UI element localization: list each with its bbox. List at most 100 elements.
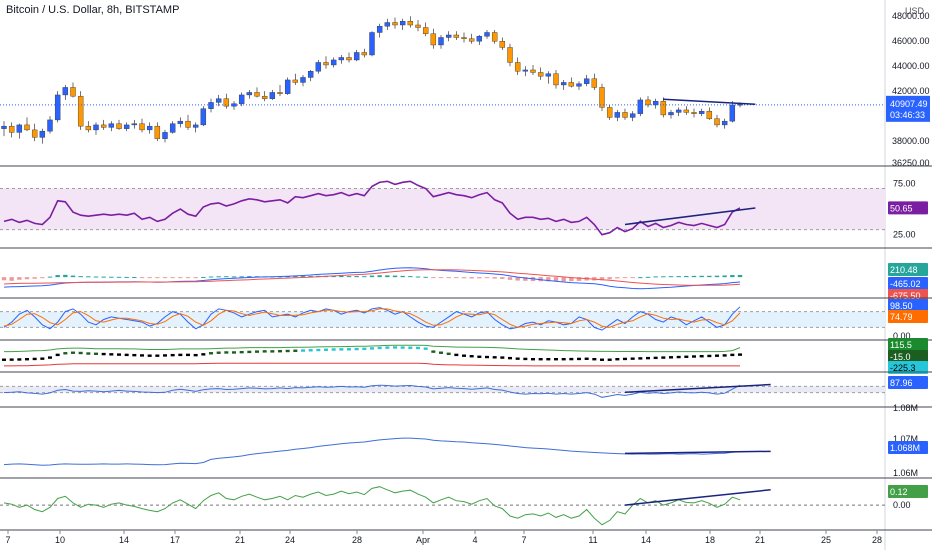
- stoch-k-line: [3, 306, 741, 331]
- channel-mid-mark: [178, 353, 183, 357]
- macd-histogram-bar: [293, 276, 298, 278]
- channel-mid-mark: [124, 353, 129, 357]
- pane6-tick-label: 1.06M: [893, 468, 918, 478]
- channel-mid-mark: [646, 356, 650, 360]
- channel-mid-mark: [224, 351, 229, 354]
- channel-mid-mark: [262, 350, 267, 353]
- candle-up: [215, 98, 222, 103]
- rsi-tick-label: 75.00: [893, 178, 916, 188]
- macd-histogram-bar: [546, 277, 551, 282]
- channel-mid-mark: [316, 348, 321, 352]
- candle-down: [323, 62, 329, 66]
- macd-histogram-bar: [109, 276, 114, 278]
- macd-histogram-bar: [408, 276, 413, 278]
- candle-up: [629, 113, 636, 118]
- candle-up: [1, 125, 7, 129]
- channel-mid-mark: [707, 354, 712, 358]
- channel-mid-mark: [592, 358, 597, 361]
- candle-down: [392, 22, 398, 26]
- candle-down: [468, 38, 475, 42]
- channel-mid-mark: [239, 350, 244, 354]
- macd-histogram-bar: [676, 276, 681, 278]
- macd-histogram-bar: [661, 276, 666, 278]
- currency-label: USD: [905, 6, 925, 16]
- candle-up: [545, 73, 552, 77]
- candle-down: [645, 99, 651, 106]
- macd-signal-line: [3, 269, 741, 286]
- channel-mid-mark: [301, 349, 305, 352]
- candle-up: [269, 92, 276, 99]
- pane6-line: [3, 437, 741, 466]
- candle-down: [430, 33, 437, 46]
- macd-histogram-bar: [346, 276, 352, 278]
- channel-mid-mark: [117, 353, 121, 356]
- candle-down: [223, 98, 230, 107]
- x-tick-label: 17: [170, 535, 180, 545]
- channel-mid-mark: [699, 355, 704, 358]
- candle-up: [445, 34, 452, 38]
- price-tick-label: 36250.00: [892, 158, 930, 168]
- pane7-value-tag: 0.12: [890, 487, 908, 497]
- x-tick-label: 14: [119, 535, 129, 545]
- macd-histogram-bar: [32, 277, 37, 279]
- channel-mid-mark: [71, 351, 75, 354]
- pane6-value-tag-bg: [888, 441, 928, 454]
- rsi-value-tag-bg: [888, 201, 928, 215]
- candle-up: [522, 69, 529, 72]
- macd-histogram-bar: [1, 277, 7, 281]
- channel-mid-mark: [86, 352, 91, 355]
- channel-mid-mark: [347, 348, 351, 351]
- price-trendline: [663, 98, 756, 106]
- candle-up: [39, 130, 46, 138]
- channel-mid-mark: [140, 354, 144, 357]
- channel-mid-mark: [661, 356, 666, 359]
- channel-mid-mark: [324, 348, 328, 351]
- macd-histogram-bar: [607, 277, 612, 280]
- candle-down: [461, 37, 467, 39]
- channel-mid-mark: [500, 356, 505, 359]
- candle-down: [714, 118, 720, 126]
- channel-mid-mark: [416, 346, 420, 350]
- pane4-upper-tag-bg: [888, 338, 928, 351]
- macd-histogram-bar: [339, 275, 344, 278]
- macd-histogram-bar: [484, 277, 490, 279]
- macd-histogram-bar: [538, 277, 543, 282]
- candle-down: [407, 21, 414, 26]
- channel-mid-mark: [508, 356, 512, 360]
- channel-mid-mark: [17, 358, 22, 361]
- pane7-trendline: [624, 489, 771, 506]
- macd-histogram-bar: [561, 277, 566, 282]
- macd-histogram-bar: [300, 276, 306, 278]
- channel-mid-mark: [554, 358, 558, 361]
- channel-mid-mark: [285, 349, 290, 353]
- macd-histogram-bar: [354, 275, 359, 278]
- candle-up: [208, 102, 214, 109]
- channel-mid-mark: [584, 357, 589, 360]
- price-tick-label: 48000.00: [892, 11, 930, 21]
- price-tick-label: 44000.00: [892, 61, 930, 71]
- rsi-value-tag: 50.65: [890, 203, 913, 213]
- macd-histogram-bar: [185, 277, 191, 279]
- candle-down: [254, 92, 260, 97]
- candle-down: [70, 87, 76, 97]
- candle-up: [384, 22, 391, 27]
- candle-down: [491, 32, 498, 42]
- candle-down: [499, 41, 506, 48]
- rsi-trendline: [624, 207, 756, 226]
- channel-mid-mark: [684, 355, 689, 358]
- stoch-k-tag: 98.50: [890, 301, 913, 311]
- channel-lower-line: [4, 362, 740, 367]
- channel-mid-mark: [94, 352, 98, 355]
- channel-mid-mark: [546, 358, 551, 361]
- channel-mid-mark: [492, 356, 497, 359]
- x-tick-label: Apr: [416, 535, 430, 545]
- macd-histogram-bar: [162, 277, 168, 279]
- channel-mid-mark: [676, 355, 681, 359]
- channel-mid-mark: [308, 349, 313, 352]
- candle-down: [77, 95, 84, 127]
- channel-mid-mark: [132, 353, 137, 357]
- macd-histogram-bar: [308, 275, 313, 278]
- macd-value-tag-bg: [888, 277, 928, 290]
- x-tick-label: 11: [588, 535, 597, 545]
